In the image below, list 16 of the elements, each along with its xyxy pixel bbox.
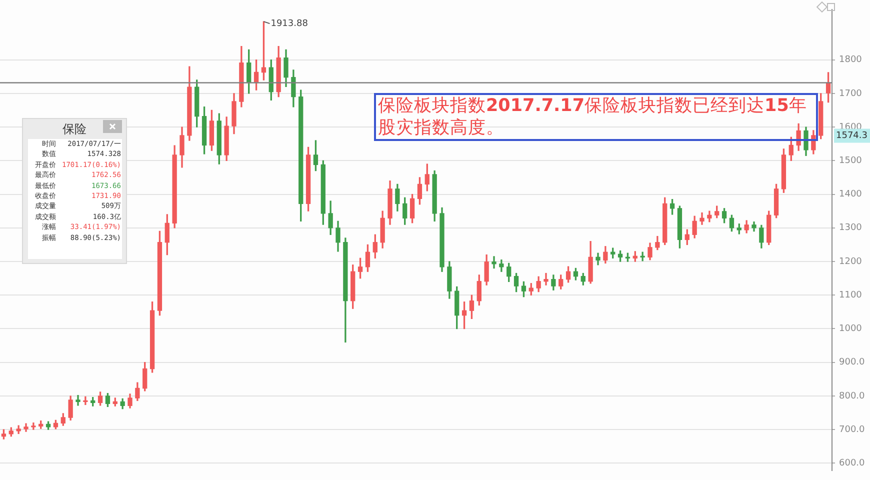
y-tick-label: 1000 xyxy=(839,324,862,334)
text: 保险板块指数2017.7.17保险板块指数已经到达15年股灾指数高度。 xyxy=(378,96,807,138)
y-tick-label: 1100 xyxy=(839,290,862,300)
y-tick-label: 900.0 xyxy=(839,358,866,368)
y-tick-label: 1500 xyxy=(839,156,862,166)
annotation: 1574.3 xyxy=(836,131,868,142)
y-tick-label: 1700 xyxy=(839,88,862,99)
y-tick-label: 1300 xyxy=(839,223,862,234)
annotation: 1913.88 xyxy=(270,18,308,29)
y-tick-label: 800.0 xyxy=(839,391,866,402)
y-tick-label: 1800 xyxy=(839,55,862,66)
y-tick-label: 600.0 xyxy=(839,458,866,469)
y-tick-label: 1200 xyxy=(839,256,862,267)
y-tick-label: 1400 xyxy=(839,190,862,200)
y-tick-label: 700.0 xyxy=(839,424,866,435)
annotation: 保险 xyxy=(62,121,88,138)
